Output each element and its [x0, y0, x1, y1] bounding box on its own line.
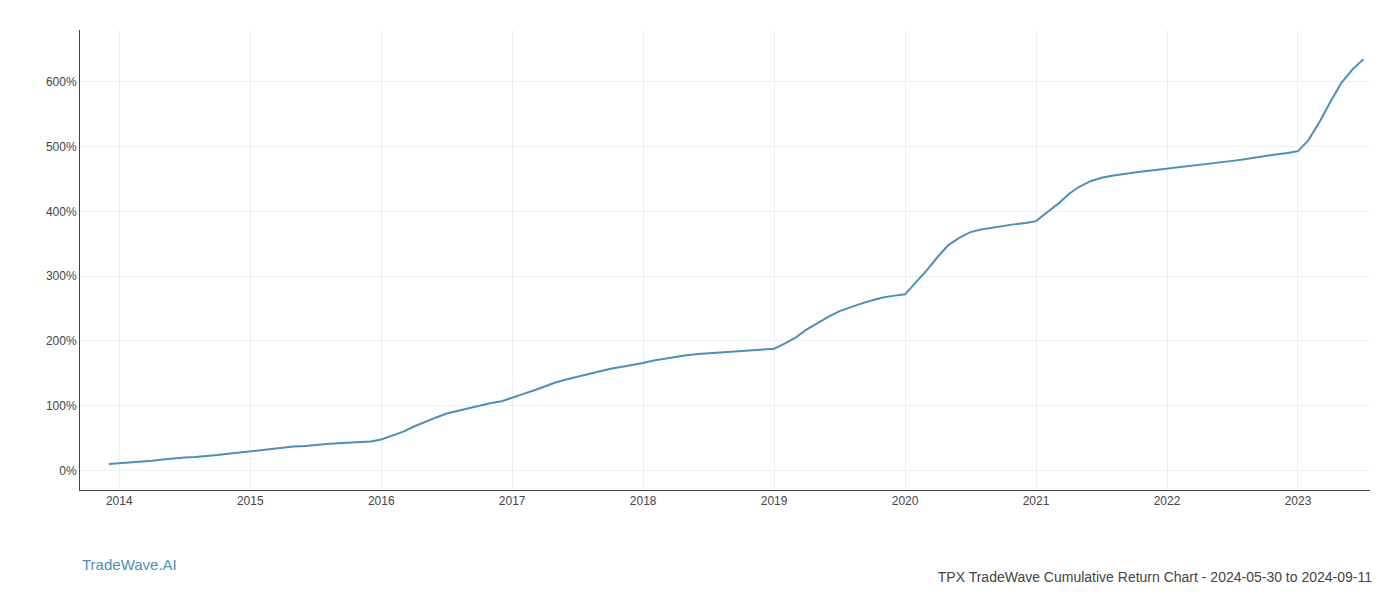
svg-text:2014: 2014 — [106, 494, 133, 508]
svg-text:2018: 2018 — [630, 494, 657, 508]
svg-text:400%: 400% — [46, 205, 77, 219]
svg-text:2020: 2020 — [892, 494, 919, 508]
svg-text:500%: 500% — [46, 140, 77, 154]
svg-text:200%: 200% — [46, 334, 77, 348]
svg-text:2016: 2016 — [368, 494, 395, 508]
svg-text:0%: 0% — [59, 464, 77, 478]
svg-text:2022: 2022 — [1154, 494, 1181, 508]
svg-text:2021: 2021 — [1023, 494, 1050, 508]
svg-text:600%: 600% — [46, 75, 77, 89]
svg-text:100%: 100% — [46, 399, 77, 413]
svg-text:2017: 2017 — [499, 494, 526, 508]
svg-text:TradeWave.AI: TradeWave.AI — [82, 556, 177, 573]
svg-text:TPX TradeWave Cumulative Retur: TPX TradeWave Cumulative Return Chart - … — [938, 569, 1372, 585]
svg-text:2019: 2019 — [761, 494, 788, 508]
svg-text:300%: 300% — [46, 269, 77, 283]
svg-text:2023: 2023 — [1285, 494, 1312, 508]
svg-text:2015: 2015 — [237, 494, 264, 508]
